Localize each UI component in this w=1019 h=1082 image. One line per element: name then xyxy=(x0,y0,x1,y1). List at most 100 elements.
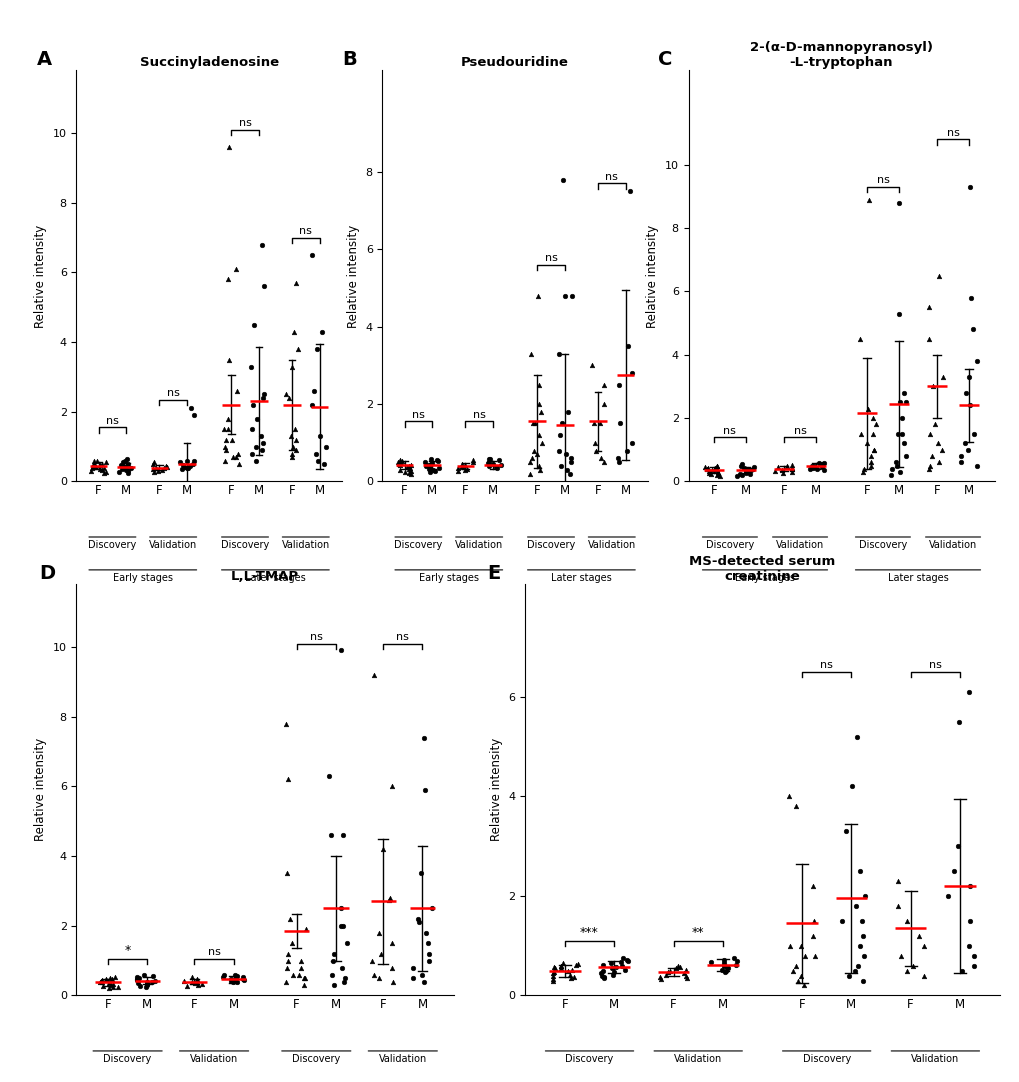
Point xyxy=(813,456,829,473)
Point xyxy=(104,975,120,992)
Point xyxy=(417,781,433,799)
Point xyxy=(920,330,936,347)
Point xyxy=(318,438,334,456)
Point xyxy=(700,462,716,479)
Text: Validation: Validation xyxy=(587,540,635,551)
Point xyxy=(366,966,382,984)
Text: Discovery: Discovery xyxy=(565,1054,613,1065)
Point xyxy=(863,425,879,443)
Point xyxy=(422,456,438,473)
Point xyxy=(86,452,102,470)
Point xyxy=(139,976,155,993)
Text: ns: ns xyxy=(722,425,736,436)
Y-axis label: Relative intensity: Relative intensity xyxy=(35,224,47,328)
Point xyxy=(129,971,146,988)
Point xyxy=(949,837,965,855)
Point xyxy=(480,450,496,467)
Point xyxy=(706,460,722,477)
Point xyxy=(334,827,351,844)
Point xyxy=(962,289,978,306)
Point xyxy=(245,396,261,413)
Point xyxy=(728,952,744,969)
Text: Discovery: Discovery xyxy=(527,540,575,551)
Point xyxy=(708,458,725,475)
Point xyxy=(796,977,812,994)
Point xyxy=(950,713,966,730)
Text: Discovery: Discovery xyxy=(291,1054,340,1065)
Point xyxy=(115,453,131,471)
Point xyxy=(865,441,881,459)
Point xyxy=(420,945,436,962)
Point xyxy=(961,912,977,929)
Point xyxy=(244,445,260,462)
Point xyxy=(325,945,341,962)
Point xyxy=(739,463,755,480)
Point xyxy=(175,457,192,474)
Point xyxy=(480,453,496,471)
Point xyxy=(285,324,302,341)
Point xyxy=(562,287,579,304)
Point xyxy=(372,945,388,962)
Point xyxy=(699,460,715,477)
Point xyxy=(678,961,694,978)
Point xyxy=(122,460,139,477)
Point xyxy=(111,463,127,480)
Point xyxy=(769,459,786,476)
Point xyxy=(938,887,955,905)
Point xyxy=(284,438,301,456)
Point xyxy=(418,924,434,941)
Point xyxy=(284,966,301,984)
Point xyxy=(254,441,270,459)
Point xyxy=(623,365,639,382)
Point xyxy=(371,924,387,941)
Point xyxy=(910,927,926,945)
Point xyxy=(117,459,133,476)
Point xyxy=(531,426,547,444)
Title: 2-(α-D-mannopyranosyl)
-L-tryptophan: 2-(α-D-mannopyranosyl) -L-tryptophan xyxy=(749,41,932,69)
Point xyxy=(622,183,638,200)
Point xyxy=(139,974,155,991)
Point xyxy=(732,465,748,483)
Point xyxy=(227,448,244,465)
Point xyxy=(92,457,108,474)
Point xyxy=(178,977,195,994)
Point xyxy=(424,461,440,478)
Point xyxy=(292,959,309,976)
Point xyxy=(915,967,931,985)
Point xyxy=(525,414,541,432)
Point xyxy=(281,390,298,407)
Point xyxy=(678,969,694,987)
Point xyxy=(383,778,399,795)
Point xyxy=(851,937,867,954)
Point xyxy=(920,299,936,316)
Point xyxy=(890,425,906,443)
Point xyxy=(410,910,426,927)
Text: Later stages: Later stages xyxy=(245,573,306,583)
Point xyxy=(797,947,813,964)
Text: ns: ns xyxy=(472,410,485,420)
Point xyxy=(131,977,148,994)
Point xyxy=(741,465,757,483)
Point xyxy=(619,952,635,969)
Point xyxy=(128,968,145,986)
Point xyxy=(925,415,942,433)
Point xyxy=(277,715,293,733)
Point xyxy=(801,460,817,477)
Text: ns: ns xyxy=(106,415,119,426)
Point xyxy=(783,461,799,478)
Point xyxy=(287,274,304,291)
Point xyxy=(119,464,136,481)
Point xyxy=(84,459,100,476)
Point xyxy=(806,947,822,964)
Point xyxy=(337,969,354,987)
Point xyxy=(227,972,244,989)
Point xyxy=(88,458,104,475)
Point xyxy=(110,978,126,995)
Point xyxy=(529,446,545,463)
Point xyxy=(557,446,574,463)
Point xyxy=(113,461,129,478)
Point xyxy=(961,878,977,895)
Point xyxy=(424,899,440,916)
Point xyxy=(98,971,114,988)
Point xyxy=(552,959,569,976)
